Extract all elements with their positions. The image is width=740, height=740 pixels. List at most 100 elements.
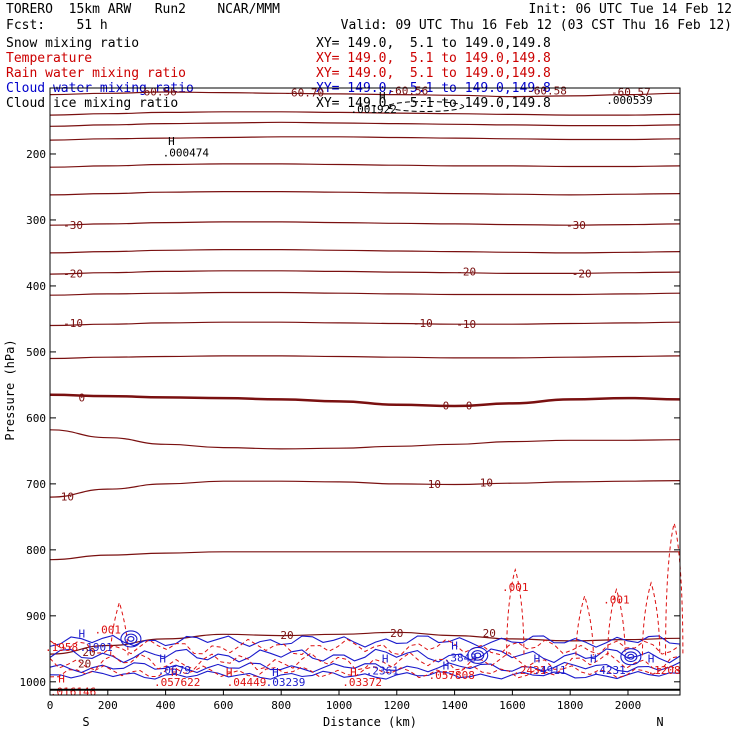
isotherm-label: -60.57 <box>611 86 651 99</box>
plot-frame <box>49 87 681 696</box>
field-annotation: .1901 <box>80 641 113 654</box>
field-annotation: 20 <box>78 657 91 670</box>
rain-plume <box>665 521 684 656</box>
field-annotation: H <box>226 666 233 679</box>
isotherm--40 <box>49 163 681 168</box>
legend-temperature: Temperature <box>6 51 93 66</box>
cloud-water-cell <box>120 630 142 648</box>
rain-plume <box>641 581 661 656</box>
isotherm--55 <box>49 111 681 116</box>
y-tick-label: 800 <box>26 544 46 557</box>
field-annotation: .001 <box>95 624 122 637</box>
isotherm-label: -10 <box>456 318 476 331</box>
isotherm-label: -10 <box>63 317 83 330</box>
isotherm-label: -30 <box>566 219 586 232</box>
field-annotation: H <box>590 653 597 666</box>
field-annotation: .03239 <box>266 676 306 689</box>
rain-water-contour <box>49 665 681 679</box>
x-tick-label: 1400 <box>441 699 468 712</box>
field-annotation: H <box>451 640 458 653</box>
cloud-water-cell <box>471 650 485 661</box>
cloud-water-contour <box>49 648 681 664</box>
y-tick-label: 500 <box>26 346 46 359</box>
x-tick-label: 1000 <box>326 699 353 712</box>
cloud-water-cell <box>127 635 135 642</box>
field-annotation: H <box>171 666 178 679</box>
isotherm--50 <box>49 121 681 127</box>
rain-water-contour <box>49 638 681 656</box>
isotherm-label: 10 <box>428 478 441 491</box>
cloud-water-cell <box>474 652 482 659</box>
field-annotation: .03372 <box>342 676 382 689</box>
isotherm-20 <box>49 631 681 655</box>
isotherm-label: -30 <box>63 219 83 232</box>
field-annotation: H <box>78 628 85 641</box>
field-annotation: H <box>168 135 175 148</box>
x-tick-label: 600 <box>213 699 233 712</box>
x-tick-label: 200 <box>98 699 118 712</box>
rain-plume <box>607 587 626 656</box>
field-annotation: H <box>382 653 389 666</box>
isotherm-label: -20 <box>63 267 83 280</box>
isotherm-0 <box>49 393 681 408</box>
y-tick-label: 700 <box>26 478 46 491</box>
field-annotation: .057808 <box>429 669 475 682</box>
x-tick-label: 1800 <box>557 699 584 712</box>
isotherm-label: 0 <box>78 391 85 404</box>
isotherm-label: -10 <box>413 317 433 330</box>
y-tick-label: 200 <box>26 148 46 161</box>
field-annotation: .016146 <box>50 686 96 699</box>
isotherm-10 <box>49 480 681 498</box>
isotherm-label: 20 <box>82 646 95 659</box>
field-annotation: .000474 <box>163 147 210 160</box>
isotherm--35 <box>49 190 681 196</box>
field-annotation: H <box>58 673 65 686</box>
field-annotation: H <box>648 653 655 666</box>
forecast-hour: Fcst: 51 h <box>6 18 108 33</box>
y-tick-label: 400 <box>26 280 46 293</box>
isotherm--20 <box>49 270 681 275</box>
y-axis-label: Pressure (hPa) <box>3 339 17 440</box>
isotherm-5 <box>49 429 681 450</box>
field-annotation: .4231 <box>593 664 626 677</box>
field-annotation: H <box>443 659 450 672</box>
cloud-water-cell <box>124 633 138 645</box>
rain-water-contour <box>49 651 681 671</box>
legend-snow: Snow mixing ratio <box>6 36 140 51</box>
isotherm-label: 0 <box>443 399 450 412</box>
legend-cloud-ice-xy: XY= 149.0, 5.1 to 149.0,149.8 <box>316 96 551 111</box>
model-title: TORERO 15km ARW Run2 NCAR/MMM <box>6 2 280 17</box>
isotherm-label: 20 <box>390 627 403 640</box>
init-time: Init: 06 UTC Tue 14 Feb 12 <box>528 2 733 17</box>
north-label: N <box>656 715 663 729</box>
south-label: S <box>82 715 89 729</box>
y-tick-label: 900 <box>26 610 46 623</box>
y-tick-label: 1000 <box>20 676 47 689</box>
field-annotation: .057622 <box>154 676 200 689</box>
isotherm--5 <box>49 355 681 360</box>
field-annotation: .4911 <box>533 664 566 677</box>
isotherm-15 <box>49 551 680 561</box>
legend-temperature-xy: XY= 149.0, 5.1 to 149.0,149.8 <box>316 51 551 66</box>
cloud-water-cell <box>624 651 638 663</box>
field-annotation: .2431 <box>513 664 546 677</box>
cloud-water-contour <box>49 661 681 674</box>
cloud-water-cell <box>467 646 489 664</box>
x-tick-label: 0 <box>47 699 54 712</box>
isotherm-label: 20 <box>280 629 293 642</box>
field-annotation: H <box>159 653 166 666</box>
isotherm--10 <box>49 321 681 327</box>
field-annotation: .0679 <box>158 664 191 677</box>
field-annotation: H <box>350 666 357 679</box>
field-annotation: .3843 <box>444 651 477 664</box>
field-annotation: .1958 <box>45 641 78 654</box>
isotherm-label: -20 <box>572 267 592 280</box>
field-annotation: .04449 <box>227 676 267 689</box>
x-tick-label: 400 <box>156 699 176 712</box>
isotherm-label: 0 <box>466 399 473 412</box>
legend-cloud-water-xy: XY= 149.0, 5.1 to 149.0,149.8 <box>316 81 551 96</box>
legend-cloud-ice: Cloud ice mixing ratio <box>6 96 179 111</box>
field-annotation: .2361 <box>366 665 399 678</box>
valid-time: Valid: 09 UTC Thu 16 Feb 12 (03 CST Thu … <box>340 18 732 33</box>
isotherm--45 <box>49 136 681 141</box>
